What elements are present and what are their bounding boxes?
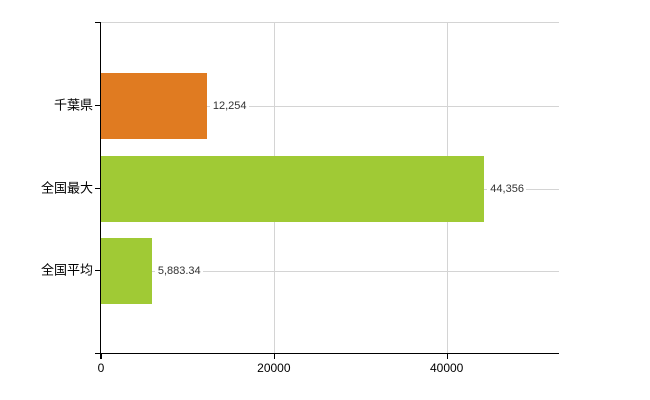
bar — [101, 238, 152, 305]
bar — [101, 72, 207, 139]
x-axis-line — [95, 353, 559, 354]
category-axis-labels: 千葉県全国最大全国平均 — [0, 22, 93, 353]
x-tick-label: 0 — [97, 361, 105, 375]
x-tick-label: 40000 — [429, 361, 464, 375]
category-label: 千葉県 — [53, 97, 93, 113]
x-axis-ticks: 0 20000 40000 — [97, 353, 559, 379]
gridline-horizontal — [101, 271, 559, 273]
x-axis-tick — [101, 354, 102, 359]
y-axis-line — [100, 22, 101, 359]
y-axis-tick — [95, 187, 101, 189]
value-label: 5,883.34 — [154, 264, 203, 279]
y-axis-tick — [95, 104, 101, 106]
gridline-horizontal — [101, 105, 559, 107]
y-axis-tick — [95, 22, 101, 23]
x-axis-tick — [273, 354, 275, 359]
y-axis-tick — [95, 270, 101, 272]
x-axis-tick — [446, 354, 448, 359]
y-axis-ticks — [95, 22, 101, 353]
plot-area: 12,254 44,356 5,883.34 — [101, 22, 559, 354]
category-label: 全国最大 — [40, 180, 93, 195]
value-label: 44,356 — [487, 181, 526, 196]
bar — [101, 155, 485, 222]
x-tick-label: 20000 — [257, 361, 291, 375]
category-label: 全国平均 — [40, 262, 93, 278]
value-label: 12,254 — [209, 98, 249, 113]
